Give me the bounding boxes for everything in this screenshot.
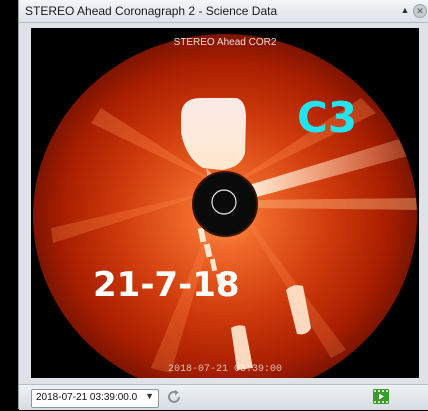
refresh-icon[interactable] (165, 388, 183, 406)
occulter-disk (192, 171, 258, 237)
corona-features (51, 98, 417, 373)
window-title: STEREO Ahead Coronagraph 2 - Science Dat… (25, 4, 278, 18)
left-strip (0, 0, 18, 409)
date-select[interactable]: 2018-07-21 03:39:00.0 ▼ (31, 389, 159, 408)
chevron-down-icon: ▼ (145, 391, 154, 401)
window-titlebar[interactable]: STEREO Ahead Coronagraph 2 - Science Dat… (19, 0, 428, 23)
instrument-label: STEREO Ahead COR2 (174, 37, 277, 48)
bright-streamer-lower-center (231, 325, 253, 370)
bright-ray-right (249, 133, 417, 198)
timestamp-label: 2018-07-21 03:39:00 (168, 364, 282, 375)
bottom-toolbar: 2018-07-21 03:39:00.0 ▼ (19, 384, 428, 410)
movie-icon[interactable] (373, 389, 389, 404)
coronagraph-svg: STEREO Ahead COR2 2018-07-21 03:39:00 C3… (33, 34, 417, 378)
overlay-channel: C3 (297, 93, 357, 142)
bright-streamer-lower-right (286, 285, 311, 335)
bright-streamer-upper (181, 98, 246, 170)
overlay-date: 21-7-18 (93, 265, 240, 305)
coronagraph-image: STEREO Ahead COR2 2018-07-21 03:39:00 C3… (31, 28, 419, 378)
sun-outline (211, 189, 237, 215)
date-select-value: 2018-07-21 03:39:00.0 (36, 392, 138, 403)
close-icon[interactable]: ✕ (413, 4, 427, 18)
coronagraph-window: STEREO Ahead Coronagraph 2 - Science Dat… (18, 0, 428, 410)
collapse-icon[interactable]: ▲ (400, 5, 410, 15)
